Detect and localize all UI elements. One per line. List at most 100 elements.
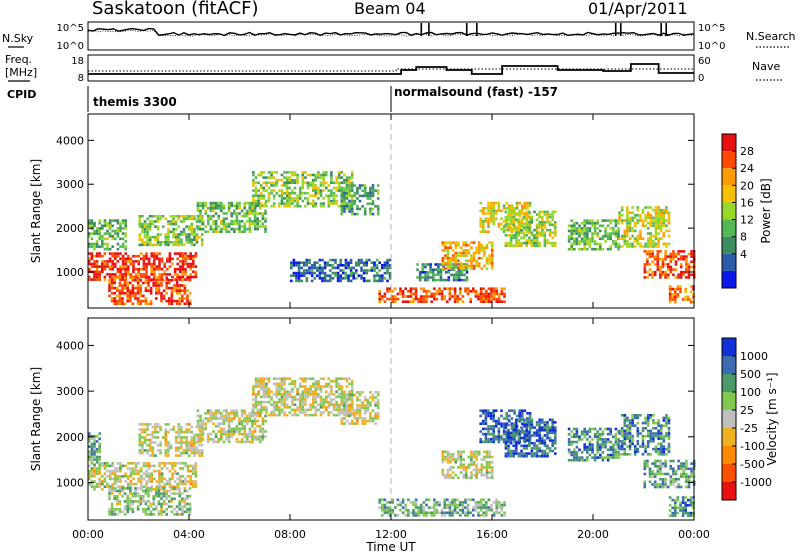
echo-cell-region-1 <box>162 289 166 292</box>
echo-cell-region-8 <box>457 453 460 456</box>
echo-cell-region-7 <box>360 277 363 280</box>
echo-cell-region-13 <box>617 221 620 225</box>
echo-cell-region-12 <box>517 244 521 247</box>
echo-cell-region-2 <box>124 232 127 235</box>
echo-cell-region-13 <box>575 229 579 233</box>
echo-cell-region-8 <box>412 300 415 303</box>
echo-cell-region-4 <box>227 427 231 431</box>
echo-cell-region-5 <box>324 395 328 399</box>
echo-cell-region-12 <box>525 221 528 224</box>
echo-cell-region-7 <box>313 264 316 267</box>
echo-cell-region-13 <box>575 227 579 230</box>
echo-cell-region-12 <box>504 234 508 237</box>
echo-cell-region-3 <box>185 430 188 434</box>
echo-cell-region-6 <box>356 186 359 190</box>
echo-cell-region-14 <box>654 211 658 214</box>
echo-cell-region-5 <box>350 197 354 200</box>
echo-cell-region-5 <box>259 382 263 386</box>
echo-cell-region-9 <box>416 268 419 271</box>
echo-cell-region-5 <box>270 204 273 208</box>
echo-cell-region-0 <box>127 267 130 271</box>
echo-cell-region-0 <box>186 480 190 483</box>
echo-cell-region-7 <box>420 511 423 515</box>
echo-cell-region-5 <box>343 173 346 177</box>
echo-cell-region-1 <box>149 487 153 490</box>
echo-cell-region-5 <box>270 184 273 187</box>
echo-cell-region-6 <box>348 199 351 203</box>
echo-cell-region-4 <box>251 440 254 444</box>
echo-cell-region-14 <box>623 242 627 246</box>
echo-cell-region-1 <box>155 489 158 493</box>
echo-cell-region-1 <box>162 487 166 490</box>
echo-cell-region-14 <box>649 240 653 243</box>
echo-cell-region-9 <box>424 263 427 266</box>
echo-cell-region-0 <box>95 267 99 271</box>
echo-cell-region-6 <box>369 401 372 405</box>
echo-cell-region-10 <box>483 246 486 250</box>
echo-cell-region-4 <box>222 204 226 207</box>
echo-cell-region-5 <box>335 189 338 192</box>
echo-cell-region-7 <box>344 277 348 280</box>
echo-cell-region-0 <box>116 260 120 263</box>
echo-cell-region-1 <box>134 276 137 279</box>
echo-cell-region-2 <box>90 442 94 446</box>
echo-cell-region-3 <box>159 217 162 221</box>
echo-cell-region-5 <box>337 393 341 396</box>
echo-cell-region-7 <box>381 506 384 509</box>
echo-cell-region-15 <box>687 268 691 271</box>
echo-cell-region-3 <box>154 436 157 439</box>
echo-cell-region-1 <box>165 492 168 495</box>
echo-cell-region-3 <box>159 243 162 247</box>
echo-cell-region-0 <box>145 472 148 475</box>
echo-cell-region-2 <box>90 437 94 441</box>
echo-cell-region-14 <box>633 214 637 217</box>
echo-cell-region-0 <box>145 462 148 465</box>
echo-cell-region-13 <box>583 237 586 241</box>
echo-cell-region-7 <box>310 264 314 267</box>
echo-cell-region-0 <box>147 464 151 468</box>
echo-cell-region-1 <box>149 489 153 493</box>
echo-cell-region-0 <box>153 278 156 281</box>
echo-cell-region-15 <box>672 250 675 253</box>
echo-cell-region-7 <box>381 508 384 512</box>
echo-cell-region-12 <box>554 244 557 247</box>
echo-cell-region-6 <box>348 207 351 211</box>
echo-cell-region-2 <box>121 219 125 222</box>
echo-cell-region-1 <box>175 513 179 516</box>
echo-cell-region-7 <box>344 266 348 270</box>
echo-cell-region-5 <box>270 395 273 399</box>
echo-cell-region-5 <box>343 406 346 409</box>
echo-cell-region-0 <box>116 252 120 255</box>
echo-cell-region-6 <box>350 411 354 415</box>
echo-cell-region-9 <box>418 271 422 274</box>
echo-cell-region-4 <box>222 220 226 223</box>
echo-cell-region-0 <box>194 252 198 255</box>
echo-cell-region-2 <box>95 458 99 461</box>
echo-cell-region-3 <box>193 433 196 437</box>
echo-cell-region-5 <box>304 380 307 383</box>
echo-cell-region-13 <box>575 232 579 235</box>
echo-cell-region-0 <box>168 265 172 268</box>
echo-cell-region-2 <box>90 434 94 438</box>
echo-cell-region-5 <box>311 413 315 417</box>
echo-cell-region-14 <box>628 216 632 220</box>
echo-cell-region-8 <box>485 471 489 474</box>
echo-cell-region-8 <box>427 295 431 298</box>
echo-cell-region-5 <box>317 408 320 412</box>
echo-cell-region-0 <box>153 275 156 279</box>
echo-cell-region-4 <box>227 422 231 425</box>
echo-cell-region-0 <box>160 480 164 483</box>
echo-cell-region-8 <box>495 292 498 296</box>
echo-cell-region-5 <box>345 400 349 404</box>
echo-cell-region-3 <box>195 433 199 437</box>
echo-cell-region-2 <box>124 245 127 248</box>
echo-cell-region-0 <box>171 472 174 475</box>
echo-cell-region-9 <box>421 268 425 271</box>
echo-cell-region-16 <box>689 290 693 293</box>
echo-cell-region-0 <box>121 475 125 478</box>
echo-cell-region-5 <box>280 408 284 412</box>
echo-cell-region-7 <box>329 277 332 280</box>
echo-cell-region-6 <box>361 417 364 420</box>
echo-cell-region-5 <box>348 178 351 182</box>
echo-cell-region-5 <box>272 406 276 409</box>
